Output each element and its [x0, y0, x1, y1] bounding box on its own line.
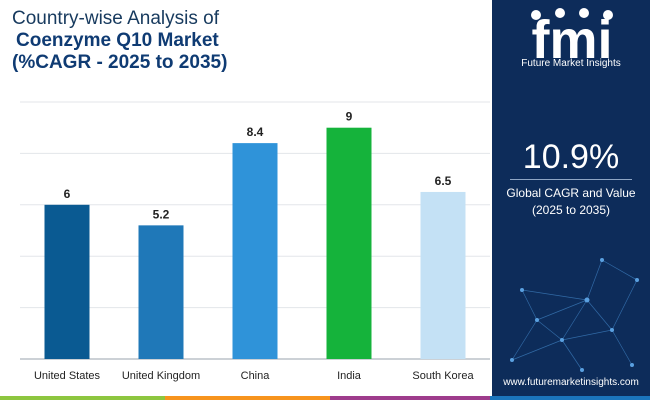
x-tick-label: India [337, 370, 362, 382]
brand-name: Future Market Insights [521, 58, 621, 69]
chart-title: Country-wise Analysis of Coenzyme Q10 Ma… [12, 8, 482, 74]
x-tick-label: United Kingdom [122, 370, 200, 382]
bottom-bar-segment [490, 396, 650, 400]
logo-dot-icon [555, 8, 565, 18]
bar-china [232, 143, 278, 359]
value-label: 8.4 [247, 125, 264, 139]
global-cagr-period: (2025 to 2035) [531, 203, 611, 217]
brand-panel: fmi Future Market Insights 10.9% Global … [492, 0, 650, 400]
logo-text: fmi [532, 10, 613, 70]
bar-south-korea [420, 191, 466, 359]
bar-united-states [44, 204, 90, 359]
bar-india [326, 127, 372, 359]
logo-dot-icon [603, 10, 613, 20]
fmi-logo: fmi [531, 8, 613, 70]
value-labels: 6 5.2 8.4 9 6.5 [64, 110, 452, 222]
title-line-1: Country-wise Analysis of [12, 8, 219, 29]
x-tick-label: China [241, 370, 271, 382]
x-tick-labels: United States United Kingdom China India Sou… [34, 370, 474, 382]
logo-dot-icon [579, 8, 589, 18]
network-graphic [510, 258, 639, 372]
bottom-bar-segment [0, 396, 165, 400]
title-line-3: (%CAGR - 2025 to 2035) [12, 52, 228, 73]
bars [44, 127, 466, 359]
global-cagr-label: Global CAGR and Value [506, 186, 636, 200]
value-label: 5.2 [153, 207, 170, 221]
bar-united-kingdom [138, 225, 184, 359]
x-tick-label: United States [34, 370, 101, 382]
bar-chart: 6 5.2 8.4 9 6.5 United States United Kingdom C… [20, 101, 490, 382]
value-label: 9 [346, 110, 353, 124]
stat-divider [510, 179, 632, 180]
bottom-bar-segment [165, 396, 330, 400]
title-line-2: Coenzyme Q10 Market [16, 30, 219, 51]
bottom-color-bar [0, 396, 650, 400]
value-label: 6.5 [435, 174, 452, 188]
x-tick-label: South Korea [412, 370, 474, 382]
logo-dot-icon [531, 10, 541, 20]
bottom-bar-segment [330, 396, 490, 400]
value-label: 6 [64, 187, 71, 201]
global-cagr-value: 10.9% [522, 138, 620, 176]
website-url: www.futuremarketinsights.com [503, 377, 639, 388]
